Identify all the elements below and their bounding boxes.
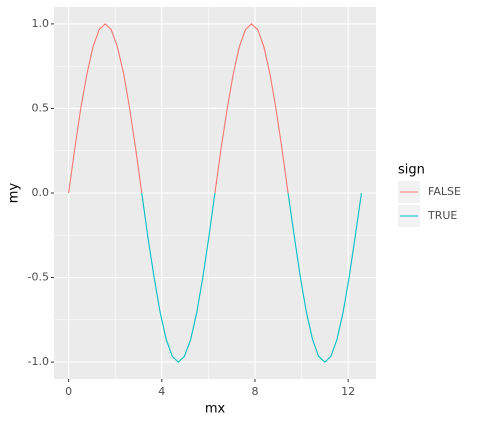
y-tick-label: 1.0 <box>32 17 50 30</box>
legend-label: FALSE <box>428 185 461 198</box>
legend-label: TRUE <box>427 209 457 222</box>
line <box>141 192 362 363</box>
x-tick-label: 4 <box>158 385 165 398</box>
y-axis-title: my <box>7 183 22 204</box>
x-axis-title: mx <box>205 402 226 417</box>
y-tick-label: -0.5 <box>28 271 49 284</box>
x-tick-label: 8 <box>251 385 258 398</box>
line <box>68 23 289 194</box>
y-tick-label: 0.0 <box>32 186 50 199</box>
x-tick-label: 0 <box>65 385 72 398</box>
x-tick-label: 12 <box>341 385 355 398</box>
y-tick-label: -1.0 <box>28 355 49 368</box>
legend-title: sign <box>398 163 425 178</box>
y-tick-label: 0.5 <box>32 101 50 114</box>
